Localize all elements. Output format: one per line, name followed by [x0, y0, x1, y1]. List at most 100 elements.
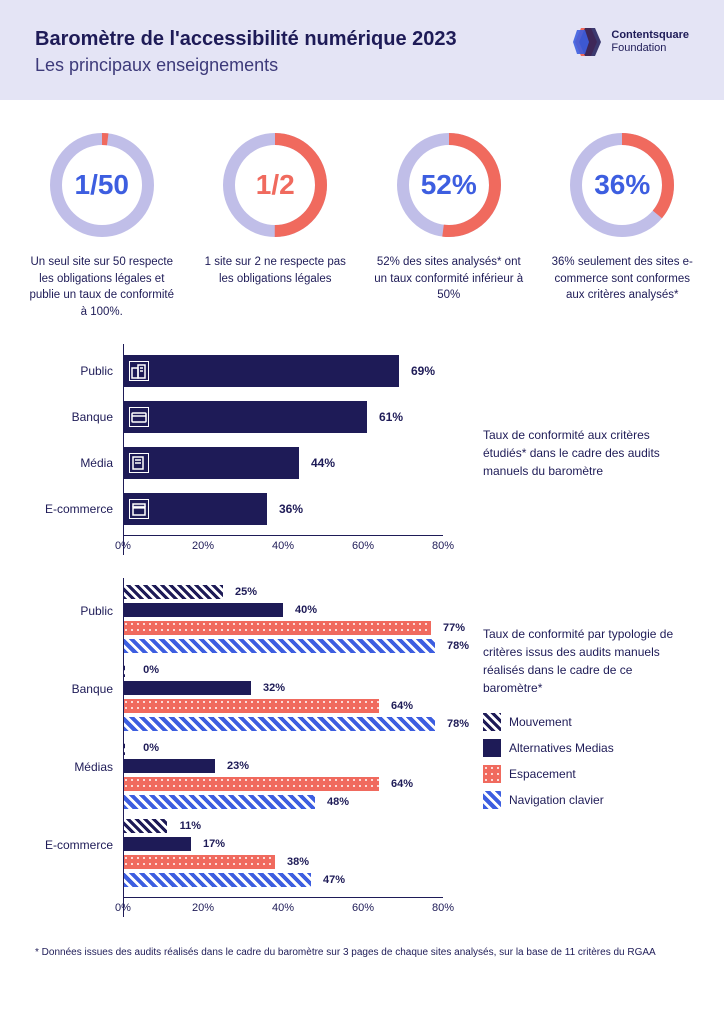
chart1-section: Public 69% Banque 61% Média 44% E-commer…: [0, 341, 724, 575]
bar-value: 25%: [235, 586, 257, 598]
bar-value: 61%: [379, 410, 403, 424]
bar-row: Média 44%: [35, 443, 443, 483]
donut-value: 52%: [421, 169, 477, 201]
bar-value: 17%: [203, 838, 225, 850]
legend-swatch: [483, 713, 501, 731]
legend-item: Espacement: [483, 765, 689, 783]
category-label: Médias: [35, 751, 123, 783]
bar-value: 32%: [263, 682, 285, 694]
bar-value: 36%: [279, 502, 303, 516]
donut-stat: 1/2 1 site sur 2 ne respecte pas les obl…: [195, 130, 355, 321]
bar-value: 44%: [311, 456, 335, 470]
bar-row: Public 69%: [35, 351, 443, 391]
sub-bar-row: Banque 32%: [35, 681, 443, 697]
donut-stat: 1/50 Un seul site sur 50 respecte les ob…: [22, 130, 182, 321]
bar-group: 0% Banque 32% 64% 78%: [35, 663, 443, 733]
axis-tick: 0%: [115, 540, 131, 552]
axis-tick: 40%: [272, 902, 294, 914]
bar-group: 25% Public 40% 77% 78%: [35, 585, 443, 655]
bar-value: 0%: [143, 664, 159, 676]
sub-bar: 17%: [123, 837, 191, 851]
legend: Mouvement Alternatives Medias Espacement Na…: [483, 713, 689, 809]
sub-bar-row: 78%: [35, 639, 443, 655]
axis-tick: 20%: [192, 902, 214, 914]
sub-bar: 47%: [123, 873, 311, 887]
axis-tick: 20%: [192, 540, 214, 552]
sub-bar-row: Public 40%: [35, 603, 443, 619]
bar-value: 0%: [143, 742, 159, 754]
shop-icon: [129, 499, 149, 519]
bar-row: E-commerce 36%: [35, 489, 443, 529]
bar-value: 11%: [180, 820, 201, 832]
axis-tick: 0%: [115, 902, 131, 914]
logo-sub: Foundation: [611, 42, 689, 55]
legend-label: Mouvement: [509, 715, 572, 729]
page-subtitle: Les principaux enseignements: [35, 55, 571, 76]
legend-label: Espacement: [509, 767, 576, 781]
sub-bar: 64%: [123, 777, 379, 791]
x-axis: 0%20%40%60%80%: [123, 535, 443, 555]
bar-value: 77%: [443, 622, 465, 634]
category-label: Public: [35, 364, 123, 378]
logo: Contentsquare Foundation: [571, 28, 689, 56]
category-label: E-commerce: [35, 502, 123, 516]
donut-chart: 36%: [567, 130, 677, 240]
bar: 36%: [123, 493, 267, 525]
bar-value: 69%: [411, 364, 435, 378]
news-icon: [129, 453, 149, 473]
sub-bar-row: 47%: [35, 873, 443, 889]
bar-row: Banque 61%: [35, 397, 443, 437]
legend-label: Alternatives Medias: [509, 741, 614, 755]
sub-bar: 64%: [123, 699, 379, 713]
legend-swatch: [483, 739, 501, 757]
axis-tick: 60%: [352, 902, 374, 914]
axis-tick: 40%: [272, 540, 294, 552]
chart2-section: 25% Public 40% 77% 78%: [0, 575, 724, 937]
bar-value: 64%: [391, 700, 413, 712]
header: Baromètre de l'accessibilité numérique 2…: [0, 0, 724, 100]
sub-bar-row: Médias 23%: [35, 759, 443, 775]
bar: 44%: [123, 447, 299, 479]
footnote: * Données issues des audits réalisés dan…: [0, 937, 724, 988]
bar-value: 64%: [391, 778, 413, 790]
sub-bar-row: E-commerce 17%: [35, 837, 443, 853]
bar-value: 47%: [323, 874, 345, 886]
sub-bar: 38%: [123, 855, 275, 869]
bar: 69%: [123, 355, 399, 387]
legend-swatch: [483, 791, 501, 809]
sub-bar: 11%: [123, 819, 167, 833]
bar-value: 40%: [295, 604, 317, 616]
bar-group: 0% Médias 23% 64% 48%: [35, 741, 443, 811]
bar-value: 48%: [327, 796, 349, 808]
bar-value: 38%: [287, 856, 309, 868]
donut-desc: 52% des sites analysés* ont un taux conf…: [369, 254, 529, 304]
sub-bar: 40%: [123, 603, 283, 617]
x-axis: 0%20%40%60%80%: [123, 897, 443, 917]
donut-value: 1/50: [75, 169, 130, 201]
sub-bar: 77%: [123, 621, 431, 635]
donut-stat: 36% 36% seulement des sites e-commerce s…: [542, 130, 702, 321]
bar-value: 78%: [447, 640, 469, 652]
chart2: 25% Public 40% 77% 78%: [35, 585, 443, 917]
donut-chart: 1/50: [47, 130, 157, 240]
axis-tick: 80%: [432, 540, 454, 552]
donut-value: 1/2: [256, 169, 295, 201]
axis-tick: 80%: [432, 902, 454, 914]
bar-value: 23%: [227, 760, 249, 772]
donut-value: 36%: [594, 169, 650, 201]
donut-chart: 52%: [394, 130, 504, 240]
sub-bar-row: 78%: [35, 717, 443, 733]
category-label: Banque: [35, 673, 123, 705]
legend-item: Mouvement: [483, 713, 689, 731]
legend-label: Navigation clavier: [509, 793, 604, 807]
chart2-caption: Taux de conformité par typologie de crit…: [483, 625, 689, 697]
bar-value: 78%: [447, 718, 469, 730]
legend-swatch: [483, 765, 501, 783]
bar: 61%: [123, 401, 367, 433]
donut-chart: 1/2: [220, 130, 330, 240]
bar-group: 11% E-commerce 17% 38% 47%: [35, 819, 443, 889]
category-label: E-commerce: [35, 829, 123, 861]
sub-bar: 48%: [123, 795, 315, 809]
sub-bar: 25%: [123, 585, 223, 599]
donut-desc: Un seul site sur 50 respecte les obligat…: [22, 254, 182, 321]
